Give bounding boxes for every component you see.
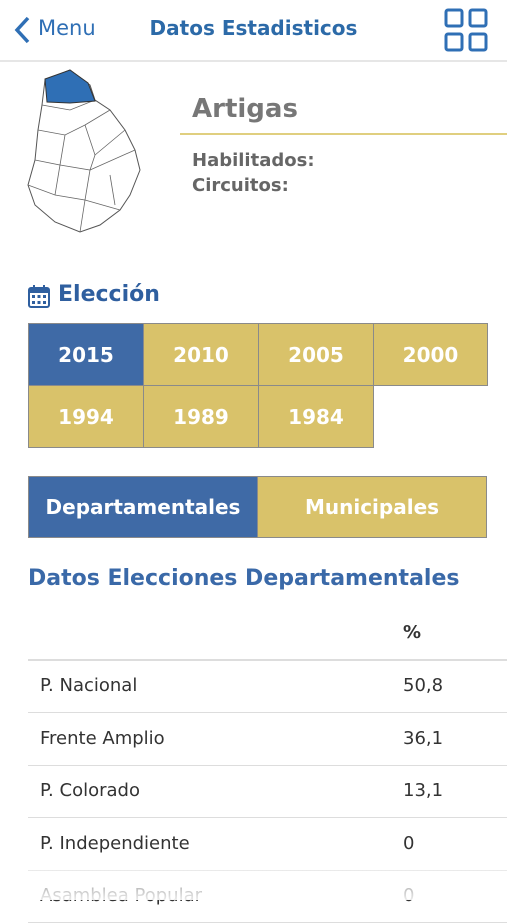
calendar-icon — [28, 285, 50, 308]
table-cell: 36,1 — [403, 727, 444, 749]
table-separator — [28, 764, 507, 766]
table-cell: P. Nacional — [40, 675, 138, 696]
table-separator — [28, 817, 507, 818]
year-button[interactable]: 2010 — [143, 323, 259, 386]
year-button[interactable]: 2000 — [373, 323, 488, 386]
year-button[interactable]: 1989 — [143, 385, 259, 448]
region-underline — [180, 133, 507, 135]
region-field: Circuitos: — [192, 175, 289, 196]
tab-button[interactable]: Municipales — [257, 476, 487, 538]
table-cell: P. Independiente — [40, 832, 190, 854]
back-chevron[interactable] — [12, 14, 34, 46]
department-map — [27, 69, 141, 233]
table-separator — [28, 659, 507, 661]
table-cell: P. Colorado — [40, 780, 140, 801]
nav-bar — [0, 0, 507, 62]
data-title: Datos Elecciones Departamentales — [28, 566, 460, 591]
region-name: Artigas — [192, 94, 298, 124]
table-cell: 13,1 — [403, 780, 444, 801]
year-button[interactable]: 2005 — [258, 323, 374, 386]
year-button[interactable]: 1994 — [28, 385, 144, 448]
table-cell: Frente Amplio — [40, 727, 165, 749]
table-cell: 50,8 — [403, 675, 444, 696]
region-field: Habilitados: — [192, 150, 315, 171]
table-header: % — [403, 622, 422, 643]
bottom-fade — [0, 850, 507, 900]
grid-menu-icon[interactable] — [444, 8, 488, 52]
table-cell: 0 — [403, 832, 415, 854]
nav-title: Datos Estadisticos — [149, 16, 358, 40]
tab-button[interactable]: Departamentales — [28, 476, 258, 538]
table-separator — [28, 712, 507, 713]
back-button[interactable]: Menu — [38, 16, 96, 40]
year-button[interactable]: 1984 — [258, 385, 374, 448]
year-button[interactable]: 2015 — [28, 323, 144, 386]
election-title: Elección — [58, 282, 160, 307]
